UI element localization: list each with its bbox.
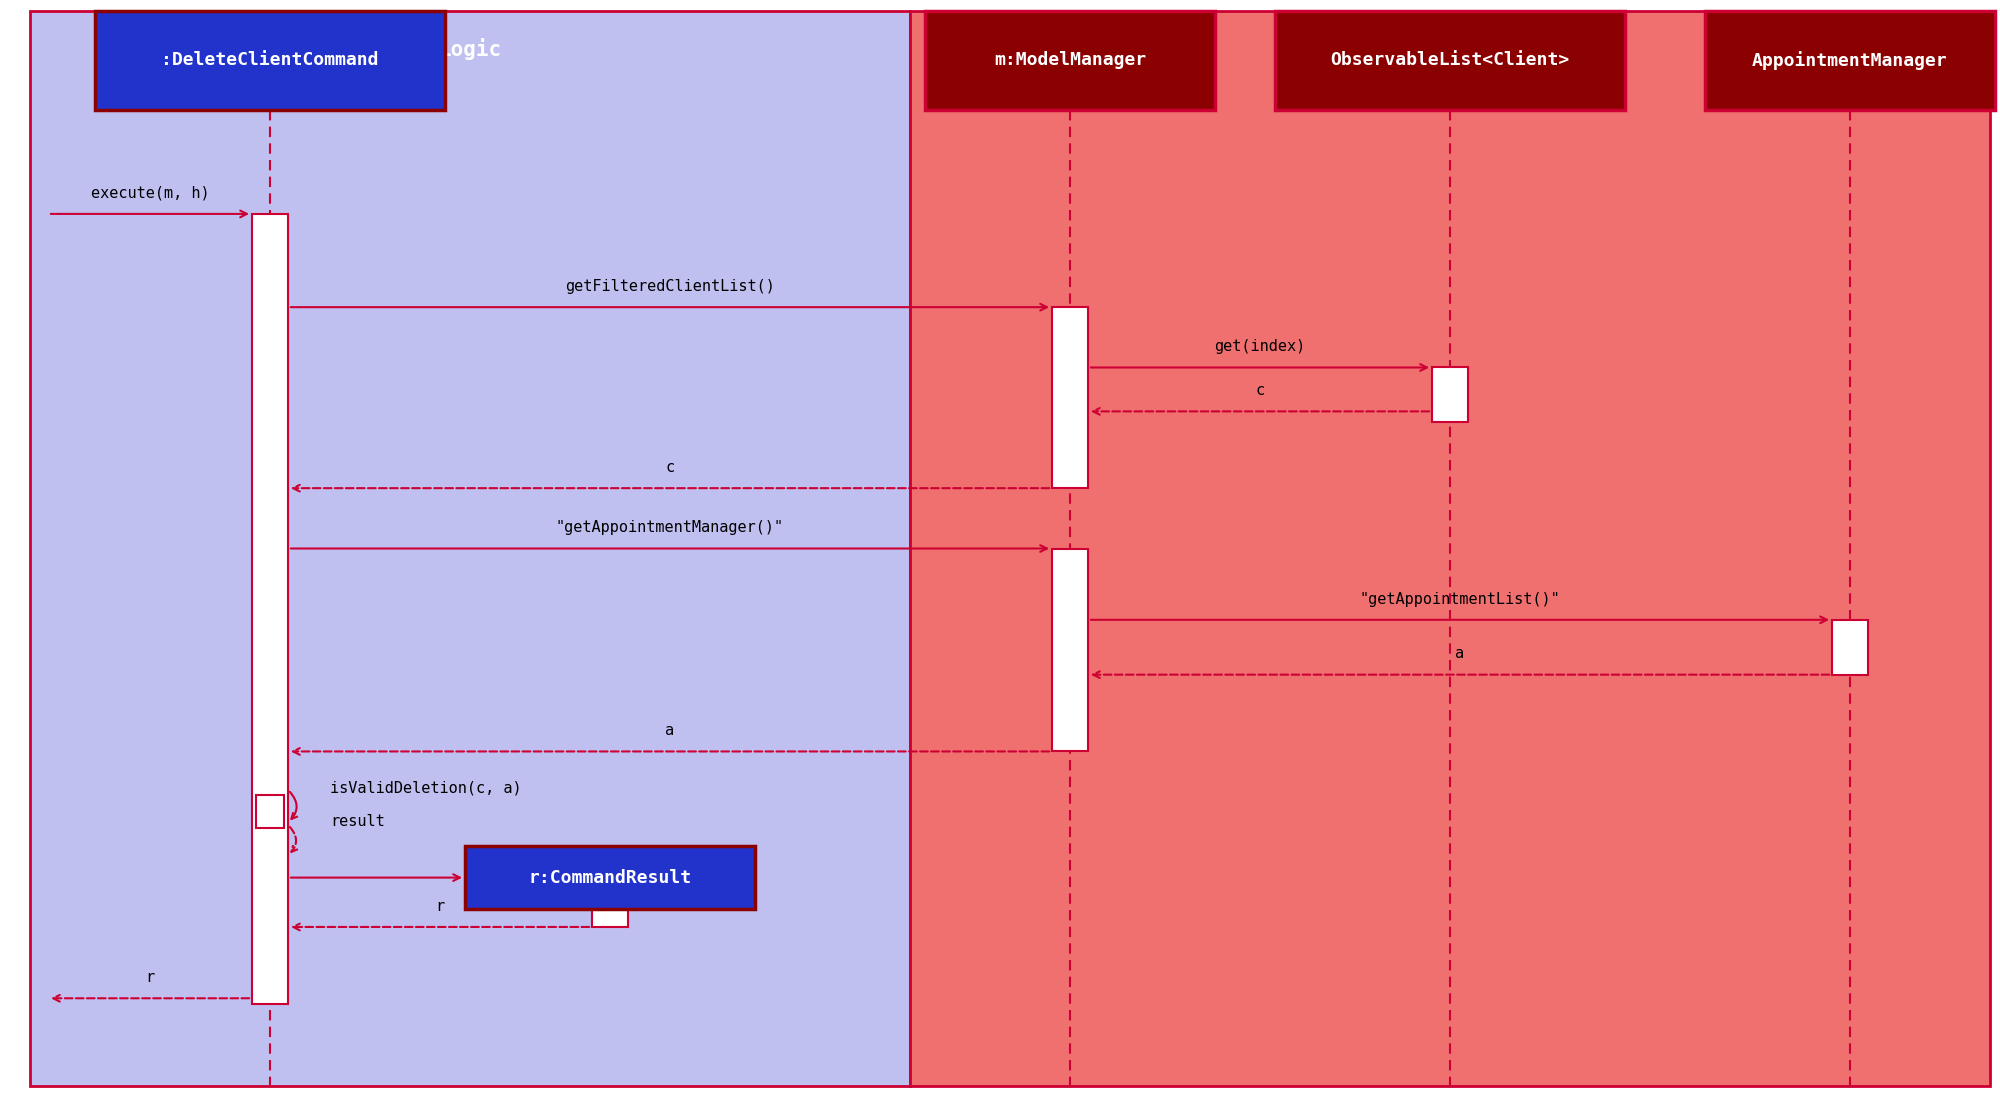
Text: AppointmentManager: AppointmentManager [1752, 50, 1948, 70]
Text: r: r [436, 898, 444, 914]
Bar [252, 214, 288, 1004]
Text: r: r [146, 970, 154, 985]
Bar [592, 872, 628, 927]
Text: getFilteredClientList(): getFilteredClientList() [566, 279, 774, 294]
Bar [464, 846, 754, 909]
Bar [910, 11, 1990, 1086]
Text: a: a [1456, 646, 1464, 661]
Text: Logic: Logic [438, 38, 502, 60]
Text: execute(m, h): execute(m, h) [90, 185, 210, 201]
Bar [1276, 11, 1624, 110]
Text: isValidDeletion(c, a): isValidDeletion(c, a) [330, 780, 522, 795]
Bar [1052, 307, 1088, 488]
Bar [96, 11, 444, 110]
Text: a: a [666, 723, 674, 738]
Bar [1704, 11, 1996, 110]
Bar [30, 11, 910, 1086]
Text: "getAppointmentList()": "getAppointmentList()" [1360, 591, 1560, 607]
Text: :DeleteClientCommand: :DeleteClientCommand [162, 52, 378, 69]
Bar [256, 795, 284, 828]
Text: m:ModelManager: m:ModelManager [994, 52, 1146, 69]
Text: "getAppointmentManager()": "getAppointmentManager()" [556, 520, 784, 535]
Text: ObservableList<Client>: ObservableList<Client> [1330, 52, 1570, 69]
Text: result: result [330, 814, 384, 829]
Text: c: c [666, 460, 674, 475]
Bar [924, 11, 1216, 110]
Text: c: c [1256, 383, 1264, 398]
Bar [1052, 548, 1088, 751]
Text: Model: Model [1418, 39, 1482, 59]
Text: r:CommandResult: r:CommandResult [528, 869, 692, 886]
Bar [1832, 620, 1868, 675]
Bar [1432, 367, 1468, 422]
Text: get(index): get(index) [1214, 339, 1306, 354]
